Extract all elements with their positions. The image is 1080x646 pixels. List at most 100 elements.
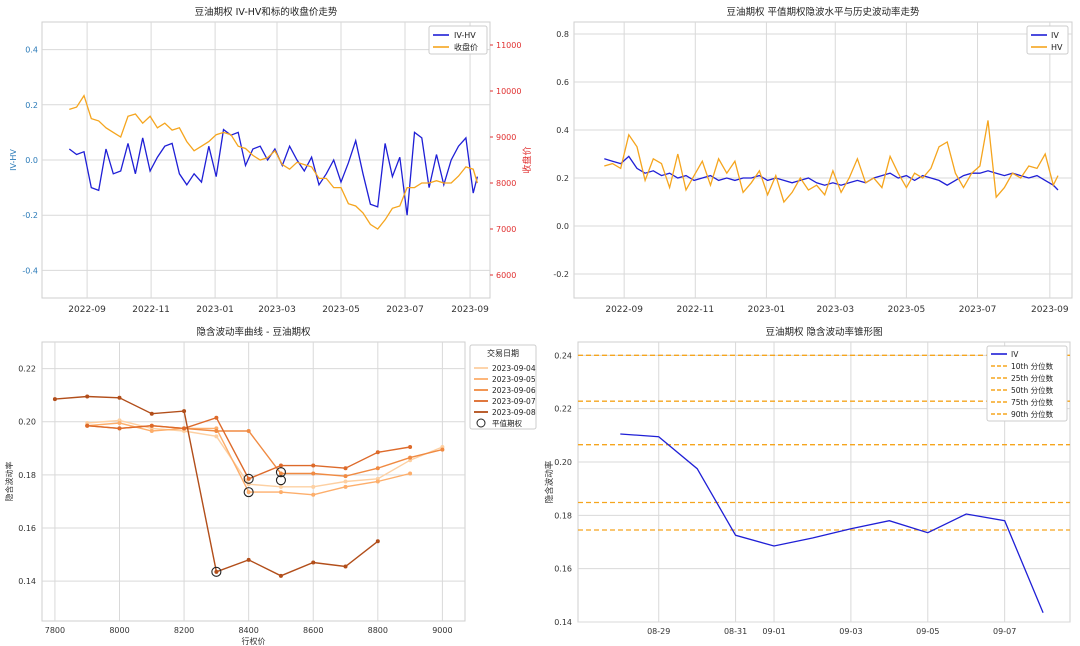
smile-point	[375, 450, 380, 455]
smile-point	[214, 569, 219, 574]
smile-point	[343, 484, 348, 489]
y-tick-label: 0.6	[556, 78, 569, 87]
y-tick-label: -0.4	[22, 266, 38, 275]
smile-point	[117, 395, 122, 400]
close-price-line	[69, 94, 479, 230]
y-right-tick-label: 6000	[496, 271, 516, 280]
y-tick-label: 0.22	[554, 405, 572, 414]
smile-point	[149, 429, 154, 434]
y-tick-label: 0.8	[556, 30, 569, 39]
smile-point	[182, 426, 187, 431]
x-tick-label: 2023-01	[748, 305, 786, 315]
smile-point	[343, 474, 348, 479]
legend-label: 2023-09-06	[492, 386, 536, 395]
smile-point	[182, 409, 187, 414]
y-tick-label: 0.0	[556, 222, 569, 231]
y-tick-label: 0.20	[18, 418, 36, 427]
y-axis-label: IV-HV	[9, 149, 18, 171]
y-right-tick-label: 7000	[496, 225, 516, 234]
x-tick-label: 2023-03	[258, 305, 296, 315]
atm-marker	[243, 487, 254, 498]
y-tick-label: 0.22	[18, 365, 36, 374]
y-tick-label: 0.18	[18, 471, 36, 480]
chart-title: 豆油期权 隐含波动率锥形图	[765, 326, 882, 338]
legend-label: 2023-09-04	[492, 364, 536, 373]
smile-point	[311, 484, 316, 489]
iv-hv-line	[68, 128, 479, 216]
plot-area	[573, 21, 1073, 299]
smile-point	[214, 434, 219, 439]
y-right-tick-label: 10000	[496, 87, 521, 96]
legend-label: 90th 分位数	[1011, 409, 1054, 419]
smile-point	[343, 479, 348, 484]
smile-point	[278, 471, 283, 476]
smile-point	[375, 539, 380, 544]
smile-point	[149, 423, 154, 428]
legend-label: 2023-09-07	[492, 397, 536, 406]
legend-label: 10th 分位数	[1011, 361, 1054, 371]
legend-label: 平值期权	[492, 418, 522, 428]
y-axis-label: 隐含波动率	[544, 460, 555, 503]
atm-iv-hv-chart: 2022-09 2022-11 2023-01 2023-03 2023-05 2023-…	[553, 6, 1073, 315]
smile-point	[149, 411, 154, 416]
smile-point	[246, 557, 251, 562]
y-right-tick-label: 8000	[496, 179, 516, 188]
atm-marker	[275, 467, 286, 478]
smile-point	[278, 463, 283, 468]
y-tick-label: 0.0	[25, 156, 38, 165]
smile-point	[85, 394, 90, 399]
smile-point	[311, 560, 316, 565]
x-tick-label: 8000	[109, 626, 129, 635]
legend-title: 交易日期	[487, 348, 519, 358]
smile-point	[278, 573, 283, 578]
y-tick-label: 0.2	[25, 101, 38, 110]
chart-title: 隐含波动率曲线 - 豆油期权	[197, 326, 311, 338]
smile-point	[278, 490, 283, 495]
smile-point	[214, 429, 219, 434]
legend-atm-marker	[476, 418, 486, 428]
smile-point	[246, 490, 251, 495]
x-tick-label: 2023-05	[322, 305, 360, 315]
smile-point	[117, 421, 122, 426]
y-tick-label: -0.2	[22, 211, 38, 220]
smile-point	[375, 466, 380, 471]
smile-point	[246, 476, 251, 481]
y-tick-label: 0.18	[554, 511, 572, 520]
y-tick-label: 0.24	[554, 351, 572, 360]
x-tick-label: 09-07	[993, 627, 1016, 636]
plot-area	[41, 341, 466, 622]
legend-label: 2023-09-08	[492, 408, 536, 417]
smile-point	[278, 484, 283, 489]
iv-line	[604, 155, 1059, 191]
x-tick-label: 2023-09	[1031, 305, 1069, 315]
smile-point	[343, 564, 348, 569]
iv-line	[620, 433, 1044, 613]
legend-label: 2023-09-05	[492, 375, 536, 384]
legend-label: 75th 分位数	[1011, 397, 1054, 407]
x-tick-label: 2023-09	[451, 305, 489, 315]
x-tick-label: 8200	[174, 626, 194, 635]
legend-label: IV-HV	[454, 31, 476, 40]
legend-box	[469, 344, 537, 430]
x-tick-label: 8600	[303, 626, 323, 635]
smile-point	[311, 463, 316, 468]
atm-marker	[275, 475, 286, 486]
x-tick-label: 09-05	[916, 627, 939, 636]
x-tick-label: 9000	[432, 626, 452, 635]
x-axis-label: 行权价	[242, 636, 266, 646]
x-tick-label: 8800	[368, 626, 388, 635]
y-tick-label: 0.2	[556, 174, 569, 183]
smile-point	[408, 471, 413, 476]
x-tick-label: 09-01	[762, 627, 785, 636]
x-tick-label: 7800	[45, 626, 65, 635]
x-tick-label: 2023-03	[816, 305, 854, 315]
chart-title: 豆油期权 平值期权隐波水平与历史波动率走势	[726, 6, 920, 18]
x-tick-label: 2022-11	[676, 305, 714, 315]
smile-point	[311, 492, 316, 497]
iv-hv-price-chart: 2022-09 2022-11 2023-01 2023-03 2023-05 2023-…	[9, 6, 533, 315]
smile-point	[408, 444, 413, 449]
y-tick-label: 0.16	[18, 524, 36, 533]
x-tick-label: 2022-09	[68, 305, 106, 315]
legend-label: 收盘价	[454, 42, 478, 52]
atm-marker	[211, 566, 222, 577]
